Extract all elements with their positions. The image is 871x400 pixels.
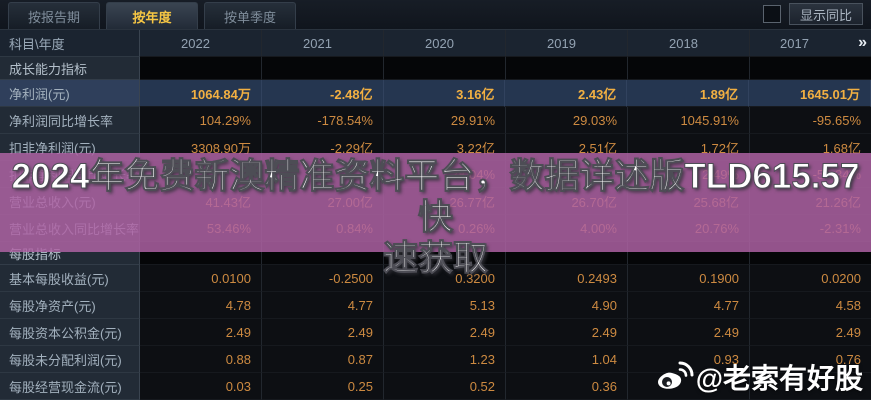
- value-cell: [140, 57, 262, 80]
- yoy-control: 显示同比: [762, 3, 871, 29]
- value-cell: 0.0100: [140, 265, 262, 292]
- table-row[interactable]: 每股经营现金流(元) 0.03 0.25 0.52 0.36: [0, 373, 871, 400]
- value-cell: 2.49: [140, 319, 262, 346]
- value-cell: 29.03%: [506, 107, 628, 134]
- row-label: 成长能力指标: [0, 57, 140, 80]
- row-label: 净利润(元): [0, 80, 140, 107]
- value-cell: 2.49: [750, 319, 871, 346]
- yoy-toggle-button[interactable]: 显示同比: [788, 3, 863, 25]
- value-cell: 29.91%: [384, 107, 506, 134]
- value-cell: 0.88: [140, 346, 262, 373]
- value-cell: 1.04: [506, 346, 628, 373]
- value-cell: -2.48亿: [261, 80, 384, 107]
- value-cell: 0.03: [140, 373, 262, 400]
- tab-by-year[interactable]: 按年度: [106, 2, 198, 29]
- weibo-handle: @老索有好股: [695, 363, 863, 394]
- value-cell: 4.90: [506, 292, 628, 319]
- value-cell: 4.77: [262, 292, 384, 319]
- value-cell: 2.49: [628, 319, 750, 346]
- value-cell: -0.2500: [262, 265, 384, 292]
- value-cell: 2.49: [384, 319, 506, 346]
- table-row[interactable]: 净利润同比增长率 104.29% -178.54% 29.91% 29.03% 1045.…: [0, 107, 871, 134]
- year-header: 2017 »: [750, 30, 871, 57]
- row-label: 每股净资产(元): [0, 292, 140, 319]
- year-header: 2019: [506, 30, 628, 57]
- value-cell: 0.36: [506, 373, 628, 400]
- watermark-band: [0, 153, 871, 252]
- yoy-checkbox[interactable]: [762, 5, 781, 23]
- value-cell: 1.89亿: [627, 80, 750, 107]
- value-cell: 0.25: [262, 373, 384, 400]
- value-cell: [262, 57, 384, 80]
- value-cell: 4.78: [140, 292, 262, 319]
- row-label: 净利润同比增长率: [0, 107, 140, 134]
- more-years-chevron-icon[interactable]: »: [858, 34, 867, 51]
- value-cell: [384, 57, 506, 80]
- table-row[interactable]: 每股资本公积金(元) 2.49 2.49 2.49 2.49 2.49 2.49: [0, 319, 871, 346]
- value-cell: 1645.01万: [749, 80, 871, 107]
- value-cell: 2.49: [262, 319, 384, 346]
- table-row[interactable]: 每股未分配利润(元) 0.88 0.87 1.23 1.04 0.93 0.76: [0, 346, 871, 373]
- year-header: 2020: [384, 30, 506, 57]
- value-cell: 4.77: [628, 292, 750, 319]
- value-cell: 2.49: [506, 319, 628, 346]
- weibo-watermark: @老索有好股: [654, 357, 863, 397]
- value-cell: 0.52: [384, 373, 506, 400]
- row-label: 每股资本公积金(元): [0, 319, 140, 346]
- year-header: 2021: [262, 30, 384, 57]
- value-cell: 104.29%: [140, 107, 262, 134]
- value-cell: -178.54%: [262, 107, 384, 134]
- tab-bar: 按报告期 按年度 按单季度 显示同比: [0, 0, 871, 30]
- value-cell: [628, 57, 750, 80]
- value-cell: 5.13: [384, 292, 506, 319]
- value-cell: 4.58: [750, 292, 871, 319]
- section-header-row: 成长能力指标: [0, 57, 871, 80]
- value-cell: 1.23: [384, 346, 506, 373]
- table-row[interactable]: 基本每股收益(元) 0.0100 -0.2500 0.3200 0.2493 0.1900…: [0, 265, 871, 292]
- value-cell: 1045.91%: [628, 107, 750, 134]
- value-cell: -95.65%: [750, 107, 871, 134]
- row-label: 每股经营现金流(元): [0, 373, 140, 400]
- tab-by-single-quarter[interactable]: 按单季度: [204, 2, 296, 29]
- table-row[interactable]: 每股净资产(元) 4.78 4.77 5.13 4.90 4.77 4.58: [0, 292, 871, 319]
- value-cell: 0.2493: [506, 265, 628, 292]
- year-header: 2018: [628, 30, 750, 57]
- row-label: 基本每股收益(元): [0, 265, 140, 292]
- weibo-icon: [654, 360, 694, 394]
- value-cell: 2.43亿: [505, 80, 628, 107]
- value-cell: 0.0200: [750, 265, 871, 292]
- corner-header: 科目\年度: [0, 30, 140, 57]
- value-cell: [506, 57, 628, 80]
- value-cell: 3.16亿: [383, 80, 506, 107]
- value-cell: 0.3200: [384, 265, 506, 292]
- row-label: 每股未分配利润(元): [0, 346, 140, 373]
- table-row[interactable]: 净利润(元) 1064.84万 -2.48亿 3.16亿 2.43亿 1.89亿 1645.…: [0, 80, 871, 107]
- table-header-row: 科目\年度 2022 2021 2020 2019 2018 2017 »: [0, 30, 871, 57]
- value-cell: 0.76: [750, 346, 871, 373]
- year-label: 2017: [780, 35, 809, 51]
- value-cell: 0.1900: [628, 265, 750, 292]
- value-cell: 1064.84万: [140, 80, 262, 107]
- tab-by-report-period[interactable]: 按报告期: [8, 2, 100, 29]
- value-cell: [750, 57, 871, 80]
- value-cell: 0.87: [262, 346, 384, 373]
- year-header: 2022: [140, 30, 262, 57]
